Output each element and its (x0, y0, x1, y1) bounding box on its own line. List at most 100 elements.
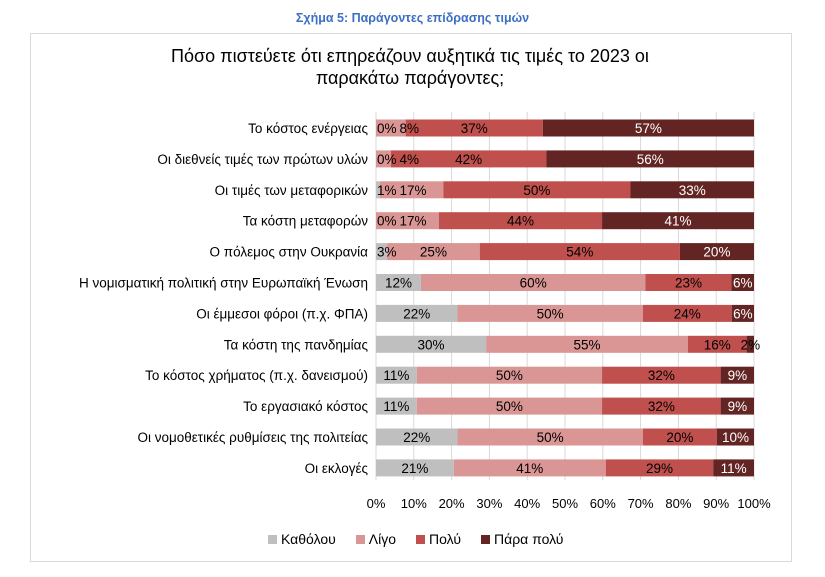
bar-segment (443, 181, 631, 199)
bar-segment (376, 243, 388, 261)
bar-segment (642, 304, 732, 322)
data-label: 56% (637, 152, 664, 167)
bar-segment (720, 366, 754, 384)
bar-segment (416, 366, 603, 384)
bar-segment (376, 304, 458, 322)
data-label: 37% (461, 121, 488, 136)
legend-swatch (355, 534, 365, 544)
legend-label: Πολύ (429, 531, 461, 547)
data-label: 0% (377, 214, 397, 229)
x-tick-label: 50% (552, 496, 578, 511)
data-label: 9% (728, 368, 748, 383)
data-label: 11% (383, 368, 409, 383)
bar-segment (746, 335, 754, 353)
data-label: 17% (400, 183, 427, 198)
category-label: Τα κόστη της πανδημίας (224, 337, 369, 352)
data-label: 22% (403, 430, 430, 445)
chart-frame (30, 33, 792, 562)
bar-segment (376, 274, 421, 291)
legend-swatch (416, 534, 426, 544)
category-label: Το κόστος χρήματος (π.χ. δανεισμού) (145, 368, 368, 383)
data-label: 54% (566, 245, 593, 260)
bar-segment (376, 428, 458, 446)
bar-segment (542, 119, 754, 137)
data-label: 30% (418, 337, 445, 352)
category-label: Οι εκλογές (305, 461, 369, 476)
bar-segment (379, 181, 444, 199)
data-label: 20% (666, 430, 693, 445)
category-label: Το εργασιακό κόστος (243, 399, 368, 414)
category-label: Ο πόλεμος στην Ουκρανία (210, 245, 369, 260)
x-tick-label: 30% (476, 496, 502, 511)
bar-segment (645, 274, 732, 291)
bar-segment (546, 150, 754, 168)
bar-segment (376, 181, 380, 199)
chart-title: Πόσο πιστεύετε ότι επηρεάζουν αυξητικά τ… (171, 46, 649, 88)
data-label: 57% (635, 121, 662, 136)
x-tick-label: 10% (401, 496, 427, 511)
legend: Καθόλου Λίγο Πολύ Πάρα πολύ (268, 531, 563, 547)
data-label: 1% (377, 183, 397, 198)
data-label: 50% (496, 368, 523, 383)
data-label: 8% (400, 121, 420, 136)
bar-segment (731, 304, 754, 322)
data-label: 0% (377, 152, 397, 167)
data-label: 3% (377, 245, 397, 260)
category-label: Οι νομοθετικές ρυθμίσεις της πολιτείας (137, 430, 368, 445)
category-label: Τα κόστη μεταφορών (243, 214, 369, 229)
data-label: 55% (574, 337, 601, 352)
bar-segment (376, 366, 417, 384)
data-label: 50% (496, 399, 523, 414)
bar-segment (720, 397, 754, 415)
x-tick-label: 90% (703, 496, 729, 511)
legend-item: Πάρα πολύ (481, 531, 563, 547)
data-label: 25% (420, 245, 447, 260)
data-label: 44% (507, 214, 534, 229)
category-label: Οι διεθνείς τιμές των πρώτων υλών (157, 152, 368, 167)
data-label: 33% (679, 183, 706, 198)
data-label: 23% (675, 276, 702, 291)
data-label: 21% (401, 461, 428, 476)
bar-segment (630, 181, 754, 199)
legend-label: Πάρα πολύ (494, 531, 564, 547)
bar-segment (486, 335, 688, 353)
data-label: 11% (721, 461, 747, 476)
x-tick-label: 40% (514, 496, 540, 511)
data-label: 9% (728, 399, 748, 414)
bar-segment (457, 304, 643, 322)
bar-segment (376, 119, 406, 137)
category-label: Οι τιμές των μεταφορικών (215, 183, 369, 198)
legend-label: Λίγο (368, 531, 397, 547)
bar-segment (376, 150, 391, 168)
data-label: 11% (383, 399, 409, 414)
bar-segment (687, 335, 747, 353)
data-label: 32% (648, 399, 675, 414)
bar-segment (416, 397, 603, 415)
data-label: 10% (722, 430, 749, 445)
bar-segment (376, 397, 417, 415)
bar-segment (453, 459, 606, 477)
data-label: 42% (455, 152, 482, 167)
bar-segment (605, 459, 714, 477)
data-label: 60% (520, 276, 547, 291)
legend-swatch (268, 534, 277, 544)
data-label: 50% (523, 183, 550, 198)
data-label: 24% (674, 306, 701, 321)
data-label: 6% (733, 276, 753, 291)
bar-segment (387, 243, 480, 261)
x-tick-label: 70% (628, 496, 654, 511)
bar-segment (716, 428, 754, 446)
data-label: 20% (703, 245, 730, 260)
x-tick-label: 100% (737, 496, 771, 511)
data-label: 50% (537, 430, 564, 445)
bar-segment (376, 212, 439, 230)
data-label: 22% (403, 306, 430, 321)
data-label: 41% (516, 461, 543, 476)
x-tick-label: 60% (590, 496, 616, 511)
data-label: 50% (537, 306, 564, 321)
category-label: Η νομισματική πολιτική στην Ευρωπαϊκή Έν… (79, 276, 368, 291)
x-tick-label: 80% (665, 496, 691, 511)
legend-item: Λίγο (355, 531, 397, 547)
bar-segment (602, 212, 754, 230)
